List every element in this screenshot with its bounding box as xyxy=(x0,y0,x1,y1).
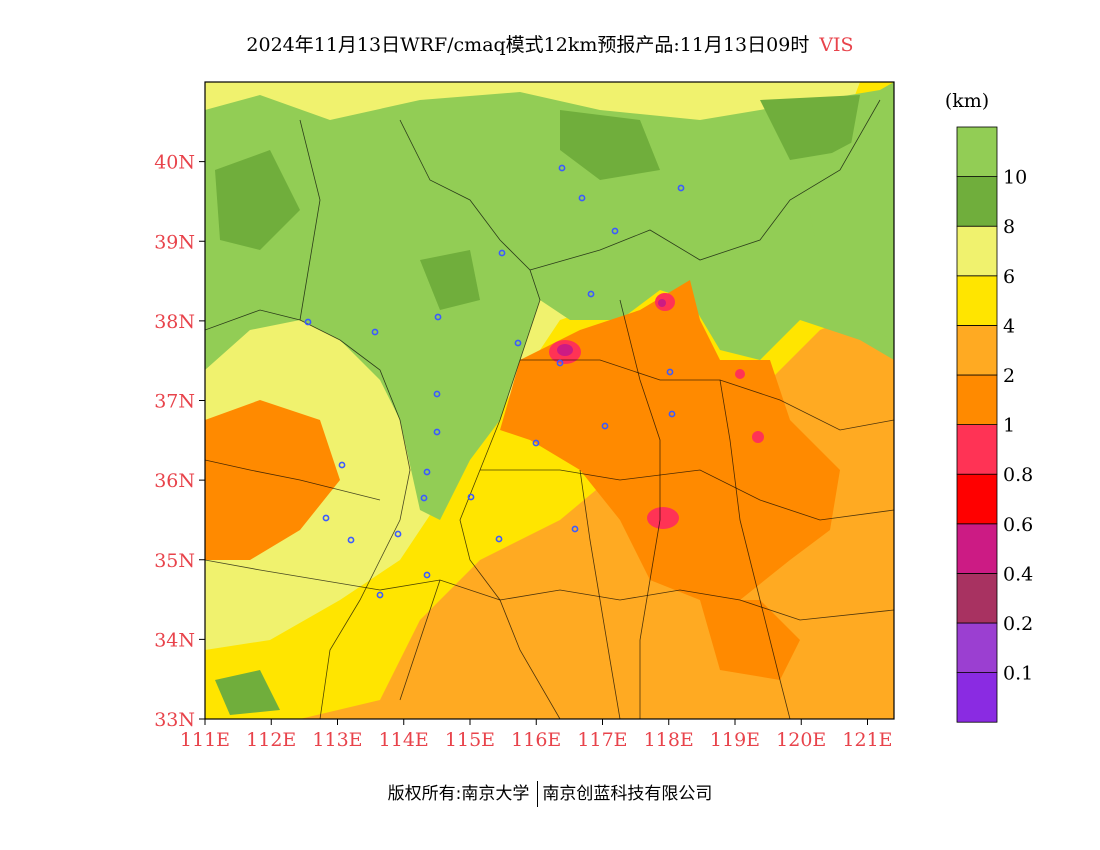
lon-label-5: 116E xyxy=(511,729,561,751)
city-marker xyxy=(434,313,442,321)
city-marker xyxy=(304,318,312,326)
lat-label-0: 40N xyxy=(154,152,195,174)
lon-label-8: 119E xyxy=(710,729,760,751)
colorbar-swatch-1 xyxy=(956,622,998,673)
city-marker xyxy=(558,164,566,172)
lat-label-7: 33N xyxy=(154,709,195,731)
colorbar-swatch-11 xyxy=(956,126,998,177)
lon-label-9: 120E xyxy=(776,729,826,751)
footer-separator xyxy=(537,781,539,807)
city-markers xyxy=(304,164,685,599)
lon-label-7: 118E xyxy=(644,729,694,751)
colorbar-label-1: 0.2 xyxy=(1003,613,1033,635)
colorbar-swatch-0 xyxy=(956,672,998,723)
colorbar-label-10: 10 xyxy=(1003,167,1027,189)
colorbar-swatch-5 xyxy=(956,424,998,475)
colorbar-unit: (km) xyxy=(945,90,989,112)
colorbar: 0.1 0.2 0.4 0.6 0.8 1 2 4 6 8 10 xyxy=(956,126,1033,723)
city-marker xyxy=(423,468,431,476)
city-marker xyxy=(420,494,428,502)
colorbar-label-7: 4 xyxy=(1003,315,1015,337)
lon-label-4: 115E xyxy=(445,729,495,751)
city-marker xyxy=(532,439,540,447)
city-marker xyxy=(433,428,441,436)
colorbar-swatch-10 xyxy=(956,176,998,227)
visibility-field xyxy=(205,82,894,719)
footer-right: 南京创蓝科技有限公司 xyxy=(542,784,713,804)
lat-label-1: 39N xyxy=(154,231,195,253)
lon-label-2: 113E xyxy=(312,729,362,751)
city-marker xyxy=(433,390,441,398)
city-marker xyxy=(322,514,330,522)
city-marker xyxy=(611,227,619,235)
lon-label-1: 112E xyxy=(246,729,296,751)
city-marker xyxy=(514,339,522,347)
city-marker xyxy=(394,530,402,538)
lat-label-5: 35N xyxy=(154,550,195,572)
city-marker xyxy=(578,194,586,202)
footer-left: 版权所有:南京大学 xyxy=(387,784,530,804)
colorbar-label-9: 8 xyxy=(1003,216,1015,238)
lon-label-0: 111E xyxy=(180,729,230,751)
colorbar-label-2: 0.4 xyxy=(1003,563,1033,585)
colorbar-label-3: 0.6 xyxy=(1003,514,1033,536)
city-marker xyxy=(371,328,379,336)
city-marker xyxy=(338,461,346,469)
city-marker xyxy=(347,536,355,544)
city-marker xyxy=(467,493,475,501)
city-marker xyxy=(666,368,674,376)
city-marker xyxy=(601,422,609,430)
lat-label-6: 34N xyxy=(154,629,195,651)
copyright-footer: 版权所有:南京大学 南京创蓝科技有限公司 xyxy=(0,779,1100,807)
colorbar-swatch-8 xyxy=(956,275,998,326)
city-marker xyxy=(495,535,503,543)
colorbar-swatch-2 xyxy=(956,573,998,624)
lon-label-10: 121E xyxy=(842,729,892,751)
city-marker xyxy=(668,410,676,418)
city-marker xyxy=(498,249,506,257)
city-marker xyxy=(376,591,384,599)
lat-label-3: 37N xyxy=(154,391,195,413)
city-marker xyxy=(677,184,685,192)
city-marker xyxy=(556,359,564,367)
city-marker xyxy=(423,571,431,579)
colorbar-label-4: 0.8 xyxy=(1003,464,1033,486)
variable-label: VIS xyxy=(819,34,854,56)
colorbar-label-0: 0.1 xyxy=(1003,663,1033,685)
lat-label-4: 36N xyxy=(154,470,195,492)
colorbar-swatch-7 xyxy=(956,324,998,376)
colorbar-swatch-3 xyxy=(956,523,998,574)
colorbar-label-5: 1 xyxy=(1003,415,1015,437)
city-marker xyxy=(571,525,579,533)
colorbar-swatch-4 xyxy=(956,473,998,525)
colorbar-swatch-9 xyxy=(956,225,998,277)
colorbar-label-6: 2 xyxy=(1003,365,1015,387)
lon-label-3: 114E xyxy=(379,729,429,751)
lat-label-2: 38N xyxy=(154,311,195,333)
colorbar-swatch-6 xyxy=(956,374,998,425)
city-marker xyxy=(587,290,595,298)
chart-title: 2024年11月13日WRF/cmaq模式12km预报产品:11月13日09时 V… xyxy=(0,30,1100,57)
title-text: 2024年11月13日WRF/cmaq模式12km预报产品:11月13日09时 xyxy=(246,34,810,56)
colorbar-label-8: 6 xyxy=(1003,266,1015,288)
lon-label-6: 117E xyxy=(577,729,627,751)
